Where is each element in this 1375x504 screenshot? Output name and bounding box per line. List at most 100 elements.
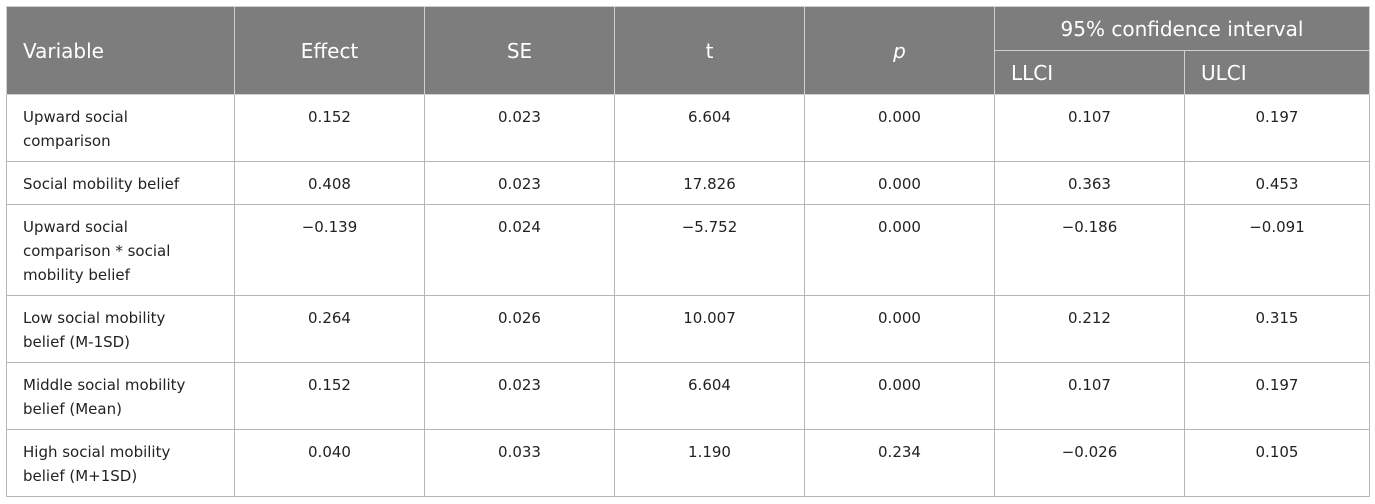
group-header-cell: 95% confidence interval [994, 6, 1370, 51]
cell-text: Low social mobility belief (M-1SD) [23, 309, 166, 351]
cell-text: Social mobility belief [23, 175, 180, 193]
cell-text: −0.026 [1061, 443, 1118, 461]
table-row: Low social mobility belief (M-1SD) 0.264 0… [6, 295, 1370, 363]
variable-cell: Upward social comparison [6, 94, 235, 162]
cell-text: −0.139 [301, 218, 358, 236]
value-cell: 0.105 [1184, 429, 1370, 497]
cell-text: 0.026 [498, 309, 541, 327]
value-cell: 0.234 [804, 429, 995, 497]
cell-text: 0.363 [1068, 175, 1111, 193]
value-cell: 0.453 [1184, 161, 1370, 205]
table-row: Social mobility belief 0.408 0.023 17.826 0.… [6, 161, 1370, 205]
value-cell: 0.023 [424, 362, 615, 430]
cell-text: 0.264 [308, 309, 351, 327]
value-cell: −0.091 [1184, 204, 1370, 296]
cell-text: 0.023 [498, 376, 541, 394]
cell-text: 0.024 [498, 218, 541, 236]
value-cell: 0.033 [424, 429, 615, 497]
header-cell: t [614, 6, 805, 95]
table-row: High social mobility belief (M+1SD) 0.040… [6, 429, 1370, 497]
value-cell: 0.023 [424, 94, 615, 162]
cell-text: 0.152 [308, 108, 351, 126]
table-body: Upward social comparison 0.152 0.023 6.604 0… [6, 94, 1370, 497]
cell-text: 0.040 [308, 443, 351, 461]
table-header: Variable Effect SE t p 95% confidence in… [6, 6, 1370, 95]
value-cell: 6.604 [614, 362, 805, 430]
value-cell: 0.315 [1184, 295, 1370, 363]
cell-text: 0.107 [1068, 108, 1111, 126]
value-cell: 0.152 [234, 362, 425, 430]
value-cell: 0.000 [804, 362, 995, 430]
cell-text: 0.315 [1255, 309, 1299, 327]
value-cell: 0.264 [234, 295, 425, 363]
value-cell: −0.139 [234, 204, 425, 296]
variable-cell: Upward social comparison * social mobili… [6, 204, 235, 296]
cell-text: −0.186 [1061, 218, 1118, 236]
table-row: Middle social mobility belief (Mean) 0.15… [6, 362, 1370, 430]
cell-text: 0.234 [878, 443, 921, 461]
variable-cell: Social mobility belief [6, 161, 235, 205]
value-cell: 0.026 [424, 295, 615, 363]
header-cell: SE [424, 6, 615, 95]
cell-text: −0.091 [1249, 218, 1305, 236]
value-cell: 0.197 [1184, 362, 1370, 430]
cell-text: Middle social mobility belief (Mean) [23, 376, 186, 418]
variable-cell: Low social mobility belief (M-1SD) [6, 295, 235, 363]
value-cell: −0.186 [994, 204, 1185, 296]
cell-text: 0.000 [878, 218, 921, 236]
variable-cell: Middle social mobility belief (Mean) [6, 362, 235, 430]
table-row: Upward social comparison 0.152 0.023 6.604 0… [6, 94, 1370, 162]
value-cell: 0.197 [1184, 94, 1370, 162]
value-cell: 0.212 [994, 295, 1185, 363]
cell-text: 0.105 [1255, 443, 1299, 461]
cell-text: 1.190 [688, 443, 731, 461]
value-cell: 0.363 [994, 161, 1185, 205]
value-cell: 6.604 [614, 94, 805, 162]
value-cell: 0.000 [804, 295, 995, 363]
cell-text: 0.197 [1255, 108, 1299, 126]
value-cell: 0.000 [804, 94, 995, 162]
cell-text: −5.752 [681, 218, 738, 236]
header-cell: Variable [6, 6, 235, 95]
cell-text: 0.408 [308, 175, 351, 193]
value-cell: 0.024 [424, 204, 615, 296]
value-cell: 0.408 [234, 161, 425, 205]
cell-text: Upward social comparison [23, 108, 128, 150]
cell-text: 0.023 [498, 175, 541, 193]
value-cell: 0.000 [804, 204, 995, 296]
cell-text: Upward social comparison * social mobili… [23, 218, 171, 284]
cell-text: 6.604 [688, 108, 731, 126]
cell-text: 0.023 [498, 108, 541, 126]
cell-text: High social mobility belief (M+1SD) [23, 443, 171, 485]
variable-cell: High social mobility belief (M+1SD) [6, 429, 235, 497]
value-cell: 0.152 [234, 94, 425, 162]
cell-text: 10.007 [683, 309, 736, 327]
cell-text: 0.107 [1068, 376, 1111, 394]
cell-text: 0.197 [1255, 376, 1299, 394]
cell-text: 0.000 [878, 309, 921, 327]
table-row: Upward social comparison * social mobili… [6, 204, 1370, 296]
value-cell: 1.190 [614, 429, 805, 497]
value-cell: −5.752 [614, 204, 805, 296]
value-cell: 17.826 [614, 161, 805, 205]
sub-header-cell: ULCI [1184, 50, 1370, 95]
cell-text: 0.000 [878, 108, 921, 126]
value-cell: 0.107 [994, 362, 1185, 430]
sub-header-row: LLCI ULCI [7, 50, 1370, 95]
value-cell: 0.107 [994, 94, 1185, 162]
value-cell: −0.026 [994, 429, 1185, 497]
value-cell: 10.007 [614, 295, 805, 363]
cell-text: 17.826 [683, 175, 736, 193]
header-cell: p [804, 6, 995, 95]
header-cell: Effect [234, 6, 425, 95]
results-table: Variable Effect SE t p 95% confidence in… [6, 6, 1370, 497]
cell-text: 0.212 [1068, 309, 1111, 327]
sub-header-cell: LLCI [994, 50, 1185, 95]
cell-text: 0.453 [1255, 175, 1299, 193]
header-row: Variable Effect SE t p 95% confidence in… [6, 6, 1370, 95]
cell-text: 0.000 [878, 376, 921, 394]
value-cell: 0.040 [234, 429, 425, 497]
cell-text: 6.604 [688, 376, 731, 394]
cell-text: 0.152 [308, 376, 351, 394]
cell-text: 0.033 [498, 443, 541, 461]
